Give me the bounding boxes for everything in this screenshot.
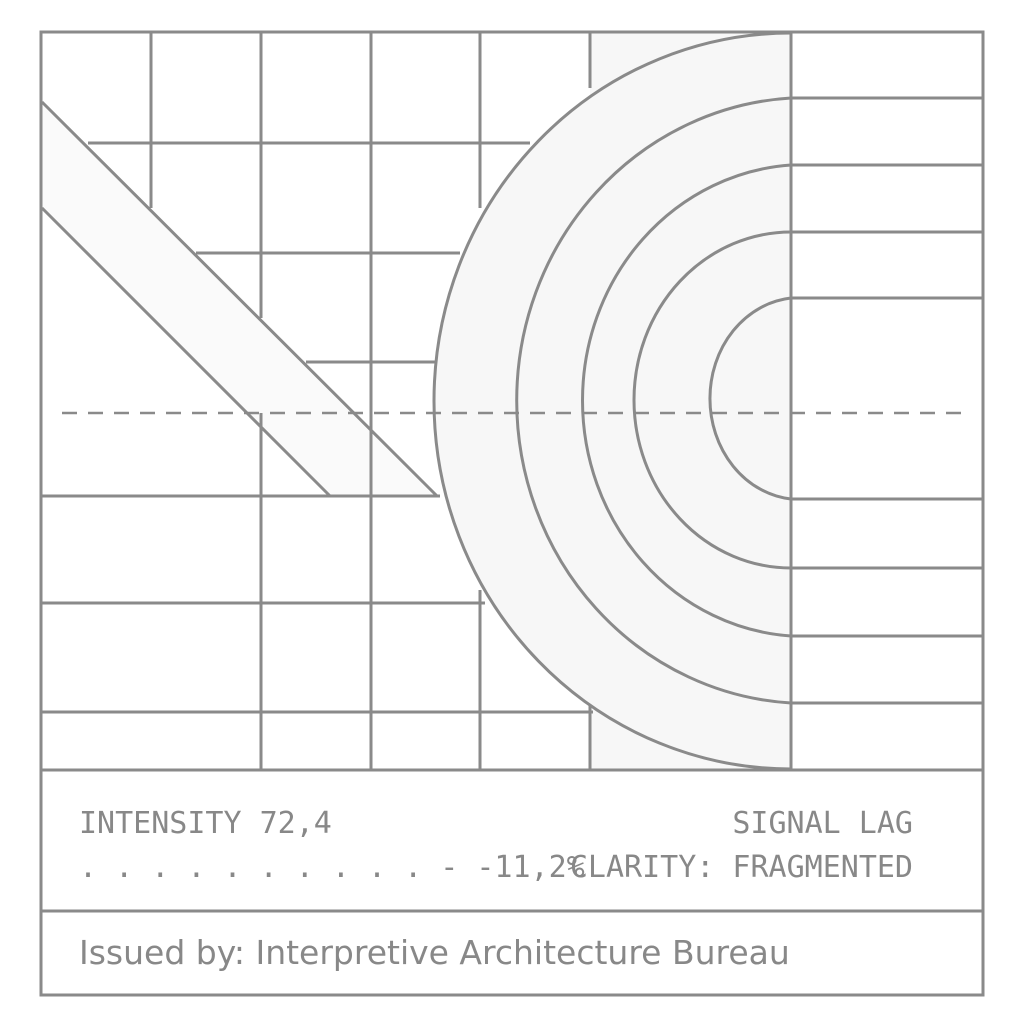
intensity-readout: INTENSITY 72,4 <box>79 806 332 841</box>
diagonal-edge-upper <box>40 100 439 498</box>
issuer-footer: Issued by: Interpretive Architecture Bur… <box>79 933 790 972</box>
arc-4 <box>632 230 792 570</box>
clarity-readout: CLARITY: FRAGMENTED <box>570 850 913 885</box>
delta-readout: . . . . . . . . . . - -11,2% <box>79 850 585 885</box>
frame <box>39 30 985 997</box>
concentric-arcs <box>432 31 792 771</box>
diagonal-edge-lower <box>40 206 332 498</box>
arc-outer <box>432 31 792 771</box>
arc-inner <box>708 296 792 501</box>
readout-panel: INTENSITY 72,4 . . . . . . . . . . - -11… <box>79 806 913 885</box>
semicircle-fill <box>434 33 791 769</box>
grid-lines <box>42 33 982 769</box>
arc-2 <box>515 96 792 705</box>
outer-border <box>39 30 985 997</box>
signal-readout: SIGNAL LAG <box>732 806 913 841</box>
arc-3 <box>581 163 792 638</box>
diagonal-band <box>40 100 439 498</box>
